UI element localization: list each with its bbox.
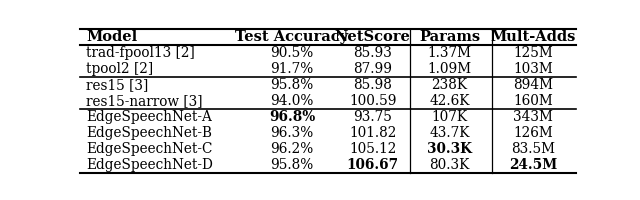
Text: 93.75: 93.75 [353,110,392,124]
Text: 91.7%: 91.7% [271,62,314,76]
Text: 96.3%: 96.3% [271,126,314,140]
Text: trad-fpool13 [2]: trad-fpool13 [2] [86,46,195,60]
Text: 43.7K: 43.7K [429,126,470,140]
Text: 87.99: 87.99 [353,62,392,76]
Text: 95.8%: 95.8% [271,78,314,92]
Text: 160M: 160M [513,94,553,108]
Text: 1.09M: 1.09M [428,62,472,76]
Text: 95.8%: 95.8% [271,158,314,172]
Text: 894M: 894M [513,78,553,92]
Text: 80.3K: 80.3K [429,158,470,172]
Text: 125M: 125M [513,46,553,60]
Text: 107K: 107K [431,110,468,124]
Text: 90.5%: 90.5% [271,46,314,60]
Text: tpool2 [2]: tpool2 [2] [86,62,154,76]
Text: EdgeSpeechNet-C: EdgeSpeechNet-C [86,142,213,156]
Text: Model: Model [86,30,138,44]
Text: 100.59: 100.59 [349,94,396,108]
Text: 85.93: 85.93 [353,46,392,60]
Text: 343M: 343M [513,110,553,124]
Text: EdgeSpeechNet-A: EdgeSpeechNet-A [86,110,212,124]
Text: Mult-Adds: Mult-Adds [490,30,575,44]
Text: 105.12: 105.12 [349,142,396,156]
Text: 238K: 238K [431,78,468,92]
Text: 96.8%: 96.8% [269,110,315,124]
Text: 126M: 126M [513,126,553,140]
Text: Params: Params [419,30,480,44]
Text: 83.5M: 83.5M [511,142,555,156]
Text: 1.37M: 1.37M [428,46,472,60]
Text: 101.82: 101.82 [349,126,396,140]
Text: EdgeSpeechNet-D: EdgeSpeechNet-D [86,158,213,172]
Text: 85.98: 85.98 [353,78,392,92]
Text: 96.2%: 96.2% [271,142,314,156]
Text: 106.67: 106.67 [347,158,399,172]
Text: 103M: 103M [513,62,553,76]
Text: Test Accuracy: Test Accuracy [236,30,349,44]
Text: NetScore: NetScore [335,30,411,44]
Text: res15-narrow [3]: res15-narrow [3] [86,94,203,108]
Text: 42.6K: 42.6K [429,94,470,108]
Text: res15 [3]: res15 [3] [86,78,148,92]
Text: 30.3K: 30.3K [427,142,472,156]
Text: 94.0%: 94.0% [270,94,314,108]
Text: EdgeSpeechNet-B: EdgeSpeechNet-B [86,126,212,140]
Text: 24.5M: 24.5M [509,158,557,172]
